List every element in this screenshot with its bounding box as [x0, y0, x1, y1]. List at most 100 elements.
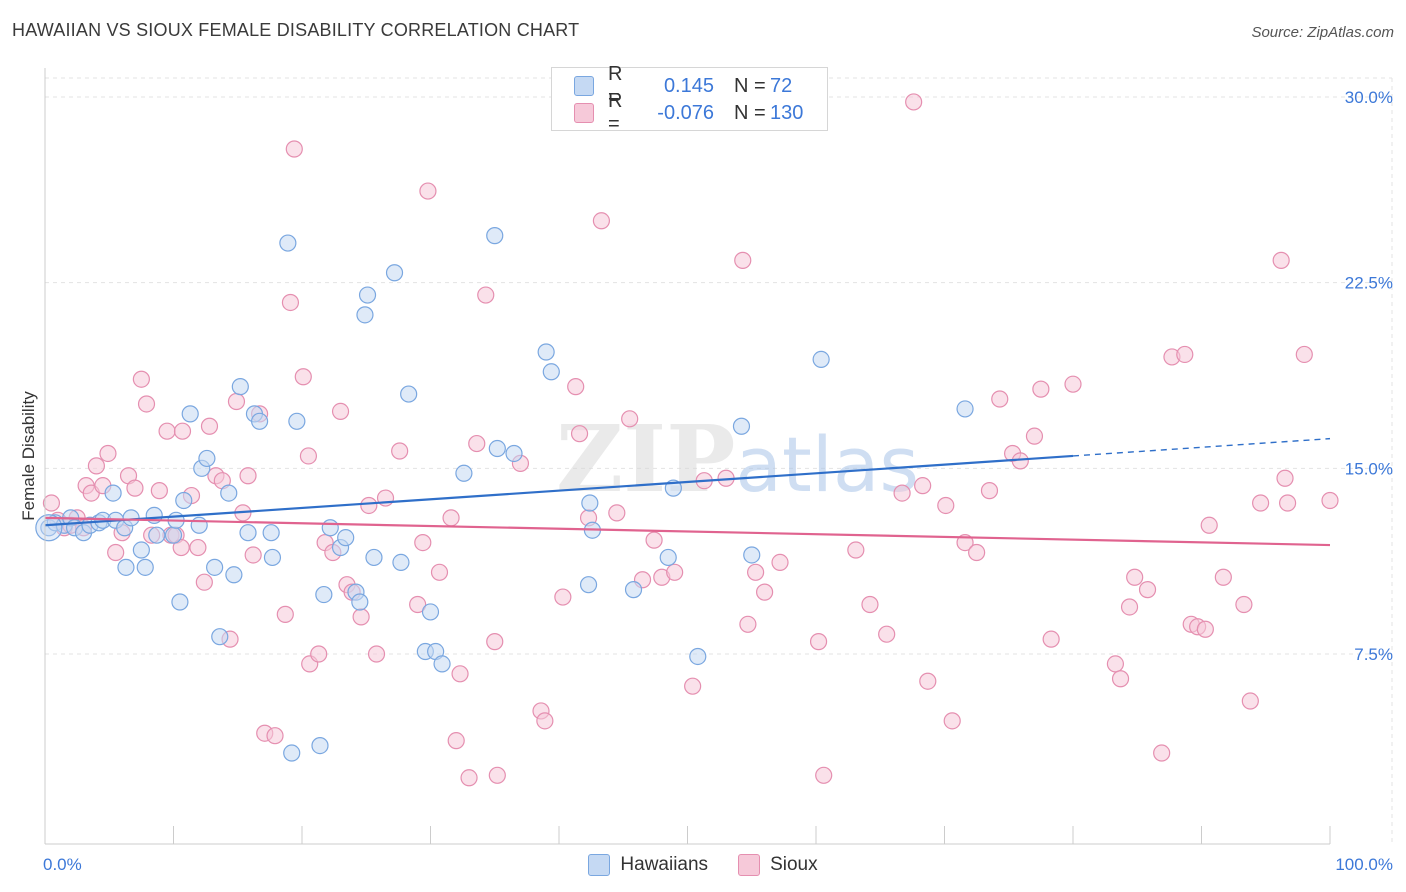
- sioux-point: [991, 390, 1009, 408]
- legend-row-sioux: R = -0.076 N = 130: [574, 90, 808, 135]
- series-legend: Hawaiians Sioux: [0, 852, 1406, 878]
- sioux-point: [861, 595, 879, 614]
- hawaiian-point: [351, 593, 369, 611]
- hawaiian-point: [175, 491, 193, 510]
- sioux-point: [1042, 630, 1060, 648]
- sioux-point: [409, 595, 427, 614]
- r-label: R =: [608, 90, 623, 135]
- sioux-point: [158, 422, 176, 440]
- legend-item-hawaiians[interactable]: Hawaiians: [588, 854, 708, 876]
- sioux-point: [1064, 375, 1082, 393]
- sioux-point: [1241, 692, 1259, 710]
- sioux-point: [310, 645, 328, 663]
- hawaiian-point: [400, 385, 418, 403]
- sioux-point: [1321, 491, 1339, 510]
- sioux-point: [419, 182, 437, 200]
- legend-item-sioux[interactable]: Sioux: [738, 854, 818, 876]
- sioux-point: [285, 140, 303, 158]
- sioux-point: [360, 496, 378, 515]
- y-axis-label: Female Disability: [19, 391, 38, 521]
- hawaiian-point: [164, 526, 183, 544]
- hawaiian-point: [505, 444, 523, 463]
- sioux-point: [739, 615, 757, 633]
- hawaiian-point: [743, 546, 761, 564]
- sioux-point: [352, 608, 370, 626]
- sioux-point: [919, 672, 937, 690]
- sioux-point: [937, 496, 955, 515]
- sioux-point: [815, 766, 833, 784]
- hawaiian-point: [198, 449, 216, 468]
- sioux-point: [430, 563, 449, 581]
- hawaiian-point: [250, 412, 269, 430]
- hawaiian-point: [171, 593, 189, 611]
- hawaiian-point: [358, 286, 377, 304]
- hawaiian-point: [136, 558, 154, 576]
- sioux-point: [281, 293, 300, 312]
- hawaiian-point: [263, 548, 282, 567]
- hawaiian-point: [356, 306, 374, 324]
- hawaiian-point: [225, 566, 243, 584]
- sioux-point: [968, 543, 986, 562]
- hawaiian-point: [659, 548, 677, 567]
- sioux-point: [893, 484, 911, 502]
- legend-label-hawaiians: Hawaiians: [620, 854, 709, 875]
- chart-title: HAWAIIAN VS SIOUX FEMALE DISABILITY CORR…: [12, 20, 580, 40]
- hawaiian-point: [35, 514, 63, 542]
- hawaiian-point: [455, 464, 473, 482]
- sioux-point: [414, 533, 432, 552]
- y-tick-labels: 7.5% 15.0% 22.5% 30.0%: [1345, 88, 1393, 664]
- sioux-point: [150, 482, 168, 500]
- x-tick-label-min: 0.0%: [43, 855, 82, 874]
- sioux-point: [1276, 469, 1294, 487]
- sioux-point: [460, 769, 478, 787]
- hawaiian-point: [132, 541, 150, 559]
- sioux-point: [1214, 568, 1232, 586]
- hawaiian-point: [239, 524, 257, 542]
- sioux-point: [468, 434, 486, 453]
- sioux-point: [1200, 516, 1218, 534]
- sioux-point: [1153, 744, 1171, 762]
- hawaiian-point: [279, 234, 297, 252]
- sioux-point: [442, 509, 460, 527]
- sioux-point: [1032, 380, 1050, 398]
- hawaiian-point: [486, 227, 504, 245]
- trend-lines: [44, 437, 1331, 547]
- sioux-point: [943, 712, 961, 730]
- legend-label-sioux: Sioux: [770, 854, 818, 875]
- sioux-point: [1106, 655, 1125, 673]
- sioux-point: [132, 370, 150, 388]
- sioux-point: [914, 477, 932, 495]
- axes: [44, 68, 1331, 845]
- sioux-point: [554, 588, 572, 606]
- sioux-point: [451, 665, 469, 683]
- sioux-point: [734, 251, 752, 269]
- hawaiian-point: [122, 509, 140, 527]
- sioux-point: [1252, 494, 1270, 512]
- sioux-point: [239, 467, 257, 485]
- sioux-point: [276, 605, 294, 623]
- hawaiian-point: [488, 439, 506, 458]
- hawaiian-point: [262, 524, 280, 542]
- sioux-point: [755, 583, 774, 601]
- hawaiian-point: [321, 519, 339, 537]
- sioux-point: [608, 504, 626, 522]
- y-tick-label: 15.0%: [1345, 459, 1393, 478]
- sioux-point: [567, 378, 585, 396]
- sioux-point: [1138, 581, 1157, 599]
- stats-legend: R = 0.145 N = 72 R = -0.076 N = 130: [551, 63, 828, 135]
- sioux-point: [1278, 494, 1297, 512]
- hawaiian-point: [624, 581, 643, 599]
- x-tick-label-max: 100.0%: [1335, 855, 1393, 874]
- sioux-point: [621, 410, 639, 428]
- sioux-point: [244, 546, 262, 564]
- sioux-point: [126, 479, 144, 497]
- sioux-point: [172, 538, 190, 557]
- sioux-point: [1235, 595, 1253, 614]
- sioux-point: [592, 212, 611, 230]
- hawaiian-point: [311, 736, 329, 755]
- hawaiians-swatch: [588, 854, 611, 876]
- sioux-point: [173, 422, 192, 440]
- sioux-point: [227, 392, 246, 411]
- sioux-point: [488, 766, 506, 784]
